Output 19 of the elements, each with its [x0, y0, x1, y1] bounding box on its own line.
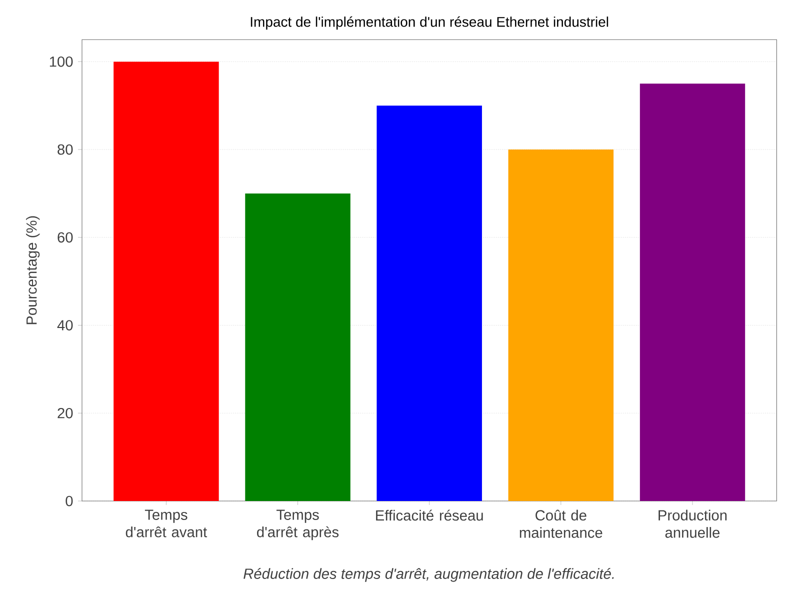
x-tick-label: Temps d'arrêt après	[257, 510, 339, 540]
x-tick-label: Temps d'arrêt avant	[126, 510, 208, 538]
y-axis-title: Pourcentage (%)	[26, 216, 40, 324]
bar	[508, 150, 614, 502]
x-tick-label: Coût de maintenance	[520, 510, 602, 538]
x-tick-label: Production annuelle	[658, 510, 727, 538]
y-tick-label: 80	[58, 144, 73, 155]
y-tick-label: 40	[57, 320, 73, 330]
y-tick-label: 20	[58, 408, 73, 418]
bar	[376, 106, 482, 502]
y-tick-label: 0	[66, 496, 73, 506]
y-tick-label: 100	[50, 56, 73, 67]
bar	[114, 62, 219, 502]
bar	[245, 193, 350, 502]
x-axis-title: Réduction des temps d'arrêt, augmentation de l'efficacité.	[244, 568, 614, 582]
y-tick-label: 60	[58, 232, 73, 243]
chart-title: Impact de l'implémentation d'un réseau Ethernet industriel	[250, 16, 608, 30]
bar	[640, 84, 746, 502]
x-tick-label: Efficacité réseau	[376, 510, 483, 521]
